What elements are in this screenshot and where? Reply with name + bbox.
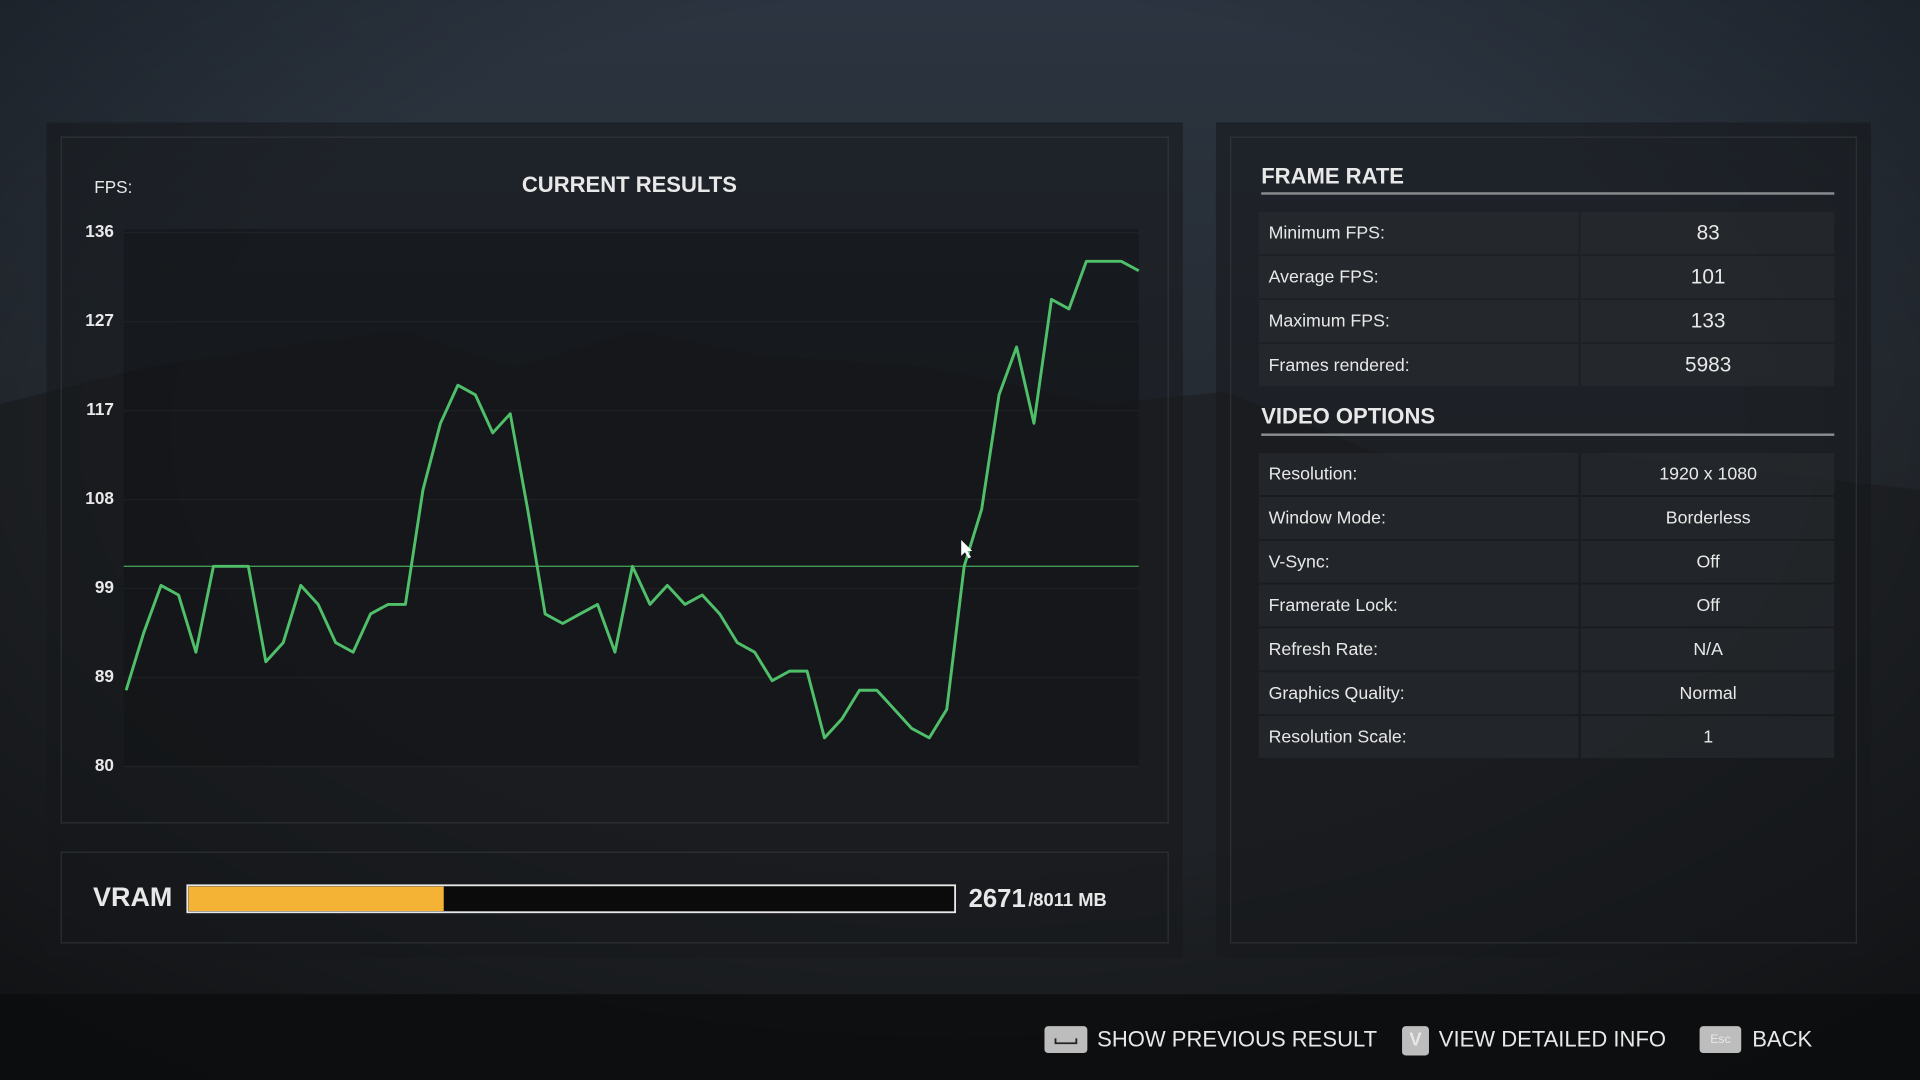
chart-title: CURRENT RESULTS — [522, 172, 737, 197]
row-value: Off — [1696, 551, 1719, 571]
row-value-cell — [1580, 540, 1835, 583]
button-previous[interactable]: SHOW PREVIOUS RESULT — [1044, 1026, 1377, 1054]
row-label: Resolution: — [1269, 464, 1358, 484]
right-frame — [1230, 136, 1857, 944]
row-label: V-Sync: — [1269, 551, 1330, 571]
button-label: BACK — [1752, 1027, 1812, 1052]
row-label-cell — [1258, 672, 1579, 715]
row-label: Average FPS: — [1269, 267, 1379, 287]
key-icon — [1044, 1026, 1088, 1054]
row-value: 1 — [1703, 727, 1713, 747]
row-value-cell — [1580, 672, 1835, 715]
section-rule — [1261, 192, 1835, 195]
row-label-cell — [1258, 540, 1579, 583]
row-value-cell — [1580, 716, 1835, 759]
fps-line — [124, 259, 1140, 740]
vram-used: 2671 — [969, 885, 1026, 913]
key-label: Esc — [1710, 1032, 1730, 1046]
row-value-cell — [1580, 300, 1835, 343]
row-value-cell — [1580, 628, 1835, 671]
y-axis-label: FPS: — [94, 177, 132, 197]
row-label-cell — [1258, 584, 1579, 627]
row-label-cell — [1258, 716, 1579, 759]
section-title: VIDEO OPTIONS — [1261, 403, 1435, 428]
row-label-cell — [1258, 344, 1579, 387]
key-label: V — [1409, 1029, 1422, 1050]
row-label-cell — [1258, 628, 1579, 671]
row-label-cell — [1258, 496, 1579, 539]
row-value: Normal — [1680, 683, 1737, 703]
row-label: Refresh Rate: — [1269, 639, 1379, 659]
row-value: 1920 x 1080 — [1659, 464, 1757, 484]
row-label: Resolution Scale: — [1269, 727, 1407, 747]
y-tick-label: 108 — [85, 488, 114, 508]
row-label: Graphics Quality: — [1269, 683, 1405, 703]
row-value: 5983 — [1685, 354, 1731, 377]
button-detail[interactable]: V VIEW DETAILED INFO — [1402, 1026, 1666, 1056]
cursor — [961, 540, 973, 559]
y-tick-label: 99 — [95, 577, 114, 597]
vram-fill — [188, 886, 444, 912]
row-value-cell — [1580, 584, 1835, 627]
row-value-cell — [1580, 496, 1835, 539]
y-tick-label: 117 — [86, 399, 114, 419]
row-value-cell — [1580, 453, 1835, 496]
row-label-cell — [1258, 211, 1579, 255]
y-tick-label: 89 — [95, 666, 114, 686]
vram-total: /8011 MB — [1028, 889, 1107, 910]
space-glyph — [1054, 1038, 1078, 1045]
plot-area — [123, 228, 1139, 766]
chart-frame — [60, 136, 1169, 824]
row-value-cell — [1580, 344, 1835, 387]
row-label: Frames rendered: — [1269, 355, 1410, 375]
row-value-cell — [1580, 255, 1835, 299]
row-label: Minimum FPS: — [1269, 223, 1385, 243]
section-rule — [1261, 433, 1835, 436]
row-value: 83 — [1697, 221, 1720, 244]
key-icon — [1402, 1026, 1429, 1056]
row-label-cell — [1258, 255, 1579, 299]
row-label: Maximum FPS: — [1269, 311, 1390, 331]
row-value: 133 — [1691, 310, 1726, 333]
y-tick-label: 127 — [85, 310, 114, 330]
button-label: SHOW PREVIOUS RESULT — [1097, 1027, 1377, 1052]
key-icon — [1699, 1026, 1742, 1054]
button-back[interactable]: Esc BACK — [1699, 1026, 1813, 1054]
vram-label: VRAM — [93, 882, 172, 912]
row-value: 101 — [1691, 265, 1726, 288]
row-label-cell — [1258, 453, 1579, 496]
vram-bar — [188, 886, 444, 912]
row-label-cell — [1258, 300, 1579, 343]
tables: Minimum FPS: 83 Average FPS: 101 Maximum FPS… — [1258, 211, 1835, 759]
y-tick-label: 80 — [95, 755, 114, 775]
row-value: N/A — [1693, 639, 1723, 659]
row-value: Borderless — [1666, 508, 1751, 528]
plot: 80 89 99 108 117 127 136 — [85, 221, 1140, 775]
section-title: FRAME RATE — [1261, 163, 1404, 188]
row-value-cell — [1580, 211, 1835, 255]
row-value: Off — [1696, 595, 1719, 615]
button-label: VIEW DETAILED INFO — [1439, 1027, 1666, 1052]
left-panel — [46, 122, 1183, 958]
y-tick-label: 136 — [85, 221, 114, 241]
footer — [0, 994, 1920, 1080]
row-label: Framerate Lock: — [1269, 595, 1398, 615]
row-label: Window Mode: — [1269, 508, 1386, 528]
vram-frame — [60, 851, 1169, 944]
